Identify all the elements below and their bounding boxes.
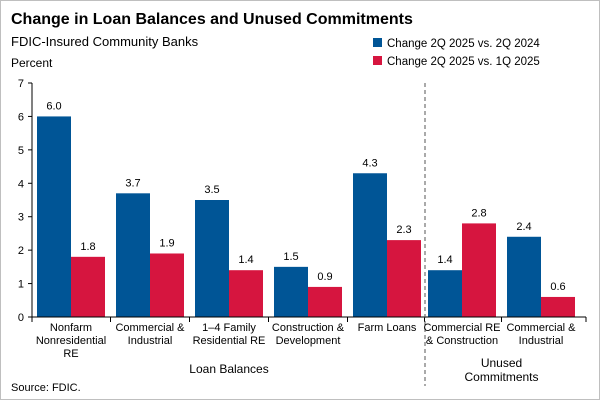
bar-series-2-category-6: [462, 223, 496, 317]
legend-swatch-series-1: [373, 38, 382, 47]
chart-title: Change in Loan Balances and Unused Commi…: [11, 11, 413, 28]
data-label-series-2-category-1: 1.8: [80, 241, 95, 253]
legend-label-series-2: Change 2Q 2025 vs. 1Q 2025: [387, 56, 540, 68]
x-group-label: Unused Commitments: [464, 356, 538, 384]
bar-series-1-category-6: [428, 270, 462, 317]
source-note: Source: FDIC.: [11, 382, 81, 394]
bar-series-1-category-5: [353, 173, 387, 317]
bar-series-1-category-7: [507, 236, 541, 317]
x-category-label: 1–4 Family Residential RE: [193, 322, 266, 347]
data-label-series-2-category-2: 1.9: [159, 237, 174, 249]
chart-subtitle: FDIC-Insured Community Banks: [11, 34, 199, 49]
data-label-series-1-category-7: 2.4: [516, 221, 531, 233]
legend-swatch-series-2: [373, 56, 382, 65]
y-tick-label: 4: [18, 178, 24, 190]
group-labels: Loan Balances Unused Commitments: [189, 356, 538, 384]
category-labels: Nonfarm Nonresidential RE Commercial & Indus…: [36, 322, 576, 360]
data-label-series-1-category-2: 3.7: [125, 177, 140, 189]
bar-series-2-category-1: [71, 256, 105, 317]
data-label-series-2-category-6: 2.8: [471, 207, 486, 219]
bars: [37, 116, 575, 317]
y-axis: 0 1 2 3 4 5 6 7: [18, 78, 33, 324]
bar-series-1-category-3: [195, 200, 229, 317]
data-label-series-2-category-3: 1.4: [238, 254, 253, 266]
data-label-series-2-category-7: 0.6: [550, 281, 565, 293]
bar-series-2-category-3: [229, 270, 263, 317]
x-category-label: Commercial RE & Construction: [423, 322, 500, 347]
data-label-series-2-category-5: 2.3: [396, 224, 411, 236]
data-labels: 6.0 3.7 3.5 1.5 4.3 1.4 2.4 1.8 1.9 1.4 0.9 2.3 2.8 0…: [46, 100, 565, 293]
y-axis-unit-label: Percent: [11, 56, 53, 70]
x-group-label: Loan Balances: [189, 362, 268, 376]
bar-series-1-category-1: [37, 116, 71, 317]
bar-series-1-category-4: [274, 266, 308, 317]
data-label-series-1-category-1: 6.0: [46, 100, 61, 112]
y-tick-label: 7: [18, 78, 24, 90]
legend-item-series-1: Change 2Q 2025 vs. 2Q 2024: [373, 38, 540, 50]
y-tick-label: 6: [18, 111, 24, 123]
bar-series-2-category-7: [541, 296, 575, 317]
x-category-label: Commercial & Industrial: [506, 322, 576, 347]
x-axis: [31, 83, 587, 386]
y-tick-label: 1: [18, 279, 24, 291]
bar-series-1-category-2: [116, 193, 150, 317]
y-tick-label: 2: [18, 245, 24, 257]
legend: Change 2Q 2025 vs. 2Q 2024 Change 2Q 202…: [373, 38, 540, 68]
bar-series-2-category-4: [308, 286, 342, 317]
x-category-label: Construction & Development: [272, 322, 345, 347]
data-label-series-2-category-4: 0.9: [317, 271, 332, 283]
data-label-series-1-category-5: 4.3: [362, 157, 377, 169]
x-category-label: Commercial & Industrial: [115, 322, 185, 347]
data-label-series-1-category-3: 3.5: [204, 184, 219, 196]
legend-label-series-1: Change 2Q 2025 vs. 2Q 2024: [387, 38, 540, 50]
y-tick-label: 3: [18, 212, 24, 224]
data-label-series-1-category-4: 1.5: [283, 251, 298, 263]
y-tick-label: 5: [18, 145, 24, 157]
legend-item-series-2: Change 2Q 2025 vs. 1Q 2025: [373, 56, 540, 68]
data-label-series-1-category-6: 1.4: [437, 254, 452, 266]
x-category-label: Farm Loans: [358, 322, 417, 334]
x-category-label: Nonfarm Nonresidential RE: [36, 322, 106, 360]
bar-series-2-category-2: [150, 253, 184, 317]
y-tick-label: 0: [18, 312, 24, 324]
bar-series-2-category-5: [387, 240, 421, 317]
